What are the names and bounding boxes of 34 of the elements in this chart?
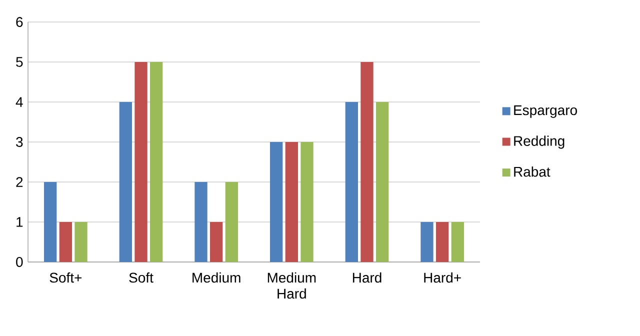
legend-label: Rabat: [514, 166, 550, 177]
bar: [119, 102, 132, 262]
bar: [420, 222, 434, 262]
x-tick-label: Medium: [192, 272, 240, 283]
bar: [225, 182, 238, 262]
legend-label: Espargaro: [514, 105, 577, 118]
bar: [59, 222, 72, 262]
x-tick-label: Medium Hard: [268, 272, 316, 299]
y-tick-label: 0: [16, 257, 23, 267]
y-tick-label: 3: [16, 137, 23, 147]
bar: [44, 182, 57, 262]
bar: [376, 102, 389, 262]
y-tick-label: 2: [16, 177, 23, 187]
bar: [74, 222, 88, 262]
x-tick-label: Soft+: [50, 272, 82, 283]
y-tick-label: 5: [16, 57, 23, 67]
bar: [150, 62, 163, 262]
bar: [210, 222, 223, 262]
bar: [134, 62, 148, 262]
x-tick-label: Hard+: [424, 272, 461, 283]
bar: [270, 142, 283, 262]
x-tick-label: Hard: [352, 272, 382, 283]
bar: [300, 142, 314, 262]
bar: [436, 222, 449, 262]
legend-label: Redding: [514, 136, 564, 149]
y-tick-label: 6: [16, 17, 23, 27]
y-tick-label: 1: [16, 217, 23, 227]
bar: [451, 222, 464, 262]
bar: [345, 102, 358, 262]
x-tick-label: Soft: [129, 272, 154, 283]
bar: [194, 182, 208, 262]
bar: [360, 62, 374, 262]
bar: [285, 142, 298, 262]
y-tick-label: 4: [16, 97, 23, 107]
